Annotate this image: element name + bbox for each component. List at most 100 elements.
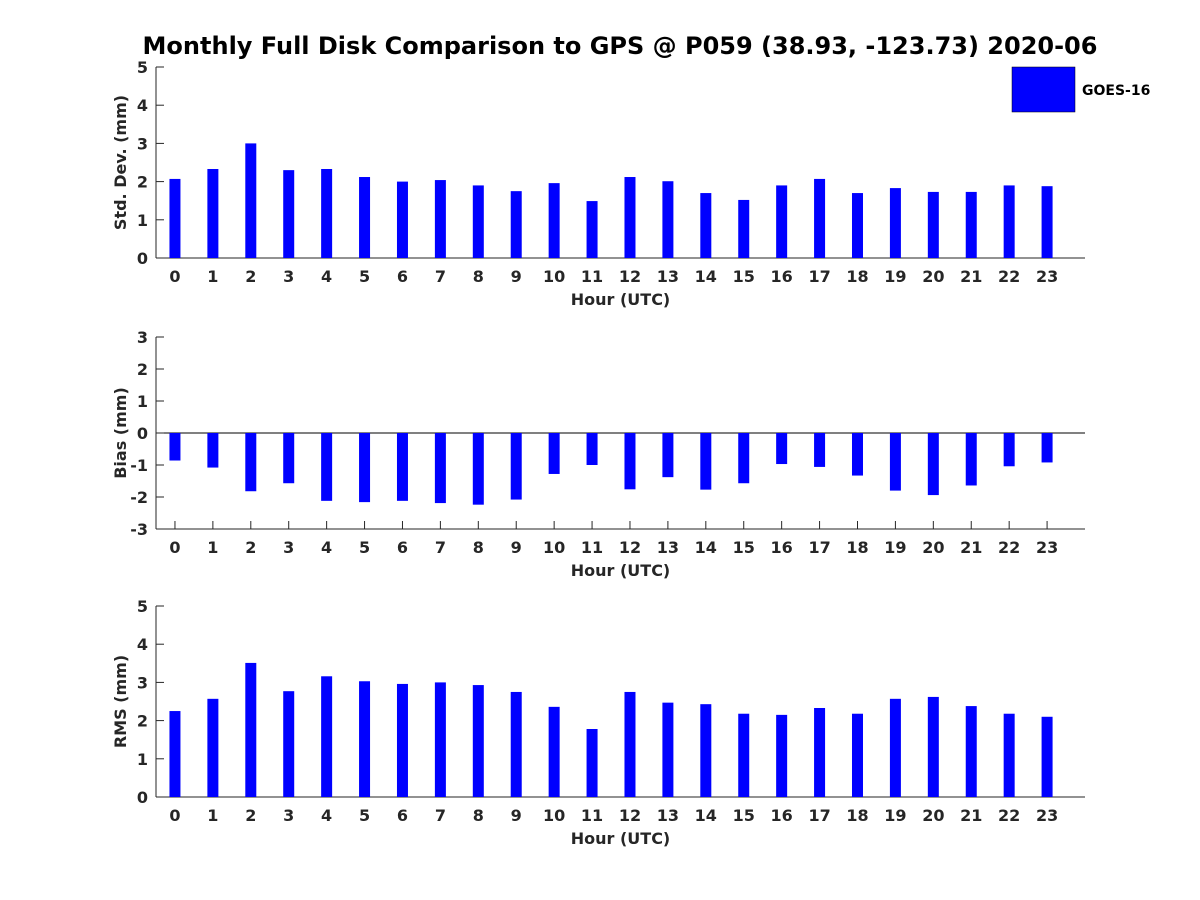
x-tick-label: 8 bbox=[473, 267, 484, 286]
bar bbox=[283, 433, 295, 484]
y-tick-label: -3 bbox=[130, 520, 148, 539]
x-tick-label: 3 bbox=[283, 267, 294, 286]
x-tick-label: 22 bbox=[998, 806, 1020, 825]
x-tick-label: 1 bbox=[207, 267, 218, 286]
bar bbox=[510, 191, 522, 258]
y-axis-label: RMS (mm) bbox=[111, 655, 130, 748]
x-tick-label: 12 bbox=[619, 806, 641, 825]
bar bbox=[434, 433, 446, 504]
bar bbox=[396, 181, 408, 258]
bar bbox=[1041, 186, 1053, 258]
x-tick-label: 5 bbox=[359, 806, 370, 825]
y-tick-label: 4 bbox=[137, 635, 148, 654]
x-tick-label: 7 bbox=[435, 538, 446, 557]
x-tick-label: 17 bbox=[808, 267, 830, 286]
bar bbox=[548, 183, 560, 258]
bar bbox=[662, 433, 674, 478]
x-tick-label: 5 bbox=[359, 538, 370, 557]
x-tick-label: 11 bbox=[581, 538, 603, 557]
bar bbox=[965, 191, 977, 258]
x-tick-label: 19 bbox=[884, 806, 906, 825]
x-tick-label: 14 bbox=[695, 538, 717, 557]
x-tick-label: 13 bbox=[657, 806, 679, 825]
bar bbox=[169, 711, 181, 797]
bar bbox=[283, 170, 295, 258]
x-tick-label: 4 bbox=[321, 538, 332, 557]
legend-swatch bbox=[1011, 66, 1076, 113]
x-tick-label: 0 bbox=[169, 806, 180, 825]
bar bbox=[889, 698, 901, 797]
bar bbox=[738, 433, 750, 484]
x-tick-label: 0 bbox=[169, 538, 180, 557]
x-tick-label: 12 bbox=[619, 538, 641, 557]
bar bbox=[245, 143, 257, 258]
bar bbox=[700, 433, 712, 490]
bar bbox=[776, 185, 788, 258]
bar bbox=[624, 177, 636, 258]
x-tick-label: 20 bbox=[922, 267, 944, 286]
x-tick-label: 9 bbox=[511, 538, 522, 557]
x-tick-label: 18 bbox=[846, 538, 868, 557]
bar bbox=[851, 433, 863, 476]
bar bbox=[662, 702, 674, 797]
bar bbox=[169, 433, 181, 461]
bar bbox=[586, 729, 598, 797]
x-tick-label: 22 bbox=[998, 538, 1020, 557]
bar bbox=[207, 698, 219, 797]
bar bbox=[738, 199, 750, 258]
bar bbox=[207, 433, 219, 468]
x-tick-label: 3 bbox=[283, 538, 294, 557]
bar bbox=[510, 433, 522, 500]
x-tick-label: 8 bbox=[473, 538, 484, 557]
x-tick-label: 21 bbox=[960, 806, 982, 825]
bar bbox=[965, 433, 977, 486]
x-tick-label: 5 bbox=[359, 267, 370, 286]
x-tick-label: 10 bbox=[543, 806, 565, 825]
x-tick-label: 16 bbox=[771, 538, 793, 557]
y-axis-label: Std. Dev. (mm) bbox=[111, 95, 130, 230]
x-tick-label: 18 bbox=[846, 806, 868, 825]
x-tick-label: 23 bbox=[1036, 267, 1058, 286]
x-tick-label: 1 bbox=[207, 538, 218, 557]
y-tick-label: 2 bbox=[137, 173, 148, 192]
x-tick-label: 7 bbox=[435, 267, 446, 286]
y-tick-label: 5 bbox=[137, 597, 148, 616]
x-tick-label: 6 bbox=[397, 267, 408, 286]
bar bbox=[814, 178, 826, 258]
x-axis-label: Hour (UTC) bbox=[571, 290, 671, 309]
bar bbox=[700, 704, 712, 797]
bar bbox=[927, 191, 939, 258]
x-tick-label: 17 bbox=[808, 538, 830, 557]
bar bbox=[662, 181, 674, 258]
bar bbox=[700, 193, 712, 258]
bar bbox=[207, 168, 219, 258]
bar bbox=[624, 691, 636, 797]
x-tick-label: 0 bbox=[169, 267, 180, 286]
bar bbox=[776, 714, 788, 797]
bar bbox=[776, 433, 788, 465]
y-tick-label: 3 bbox=[137, 328, 148, 347]
bar bbox=[245, 433, 257, 492]
x-axis-label: Hour (UTC) bbox=[571, 829, 671, 848]
x-tick-label: 15 bbox=[733, 806, 755, 825]
x-tick-label: 13 bbox=[657, 267, 679, 286]
x-tick-label: 12 bbox=[619, 267, 641, 286]
bar bbox=[359, 681, 371, 797]
bar bbox=[169, 178, 181, 258]
y-tick-label: 1 bbox=[137, 211, 148, 230]
x-tick-label: 9 bbox=[511, 267, 522, 286]
bar bbox=[889, 433, 901, 491]
bar bbox=[245, 662, 257, 797]
legend: GOES-16 bbox=[1011, 66, 1150, 113]
x-tick-label: 1 bbox=[207, 806, 218, 825]
bar bbox=[510, 691, 522, 797]
bar bbox=[851, 193, 863, 258]
x-tick-label: 21 bbox=[960, 267, 982, 286]
x-tick-label: 14 bbox=[695, 806, 717, 825]
x-tick-label: 10 bbox=[543, 538, 565, 557]
bar bbox=[851, 713, 863, 797]
y-tick-label: 2 bbox=[137, 360, 148, 379]
bar bbox=[434, 682, 446, 797]
x-tick-label: 8 bbox=[473, 806, 484, 825]
x-tick-label: 15 bbox=[733, 267, 755, 286]
